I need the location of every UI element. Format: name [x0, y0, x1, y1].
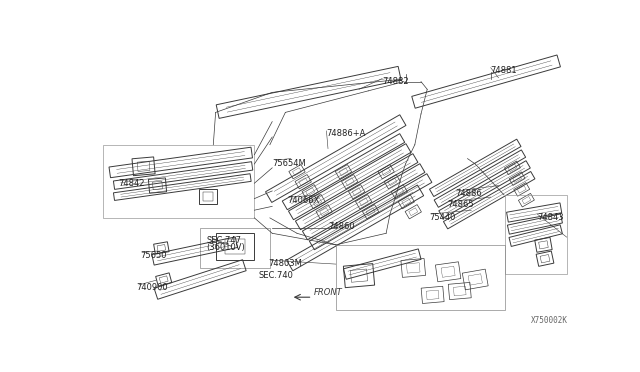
Text: 75650: 75650: [140, 251, 167, 260]
Text: SEC.747: SEC.747: [206, 235, 241, 245]
Text: 74860: 74860: [329, 222, 355, 231]
Text: 74843: 74843: [537, 212, 564, 221]
Text: 74842: 74842: [119, 179, 145, 187]
Text: 75440: 75440: [429, 212, 456, 221]
Text: 740900: 740900: [136, 283, 168, 292]
Text: 74882: 74882: [382, 77, 409, 86]
Text: 74865: 74865: [447, 200, 474, 209]
Text: 74066X: 74066X: [287, 196, 319, 205]
Text: FRONT: FRONT: [314, 288, 343, 297]
Text: 74881: 74881: [491, 66, 517, 75]
Text: X750002K: X750002K: [531, 316, 568, 325]
Text: 74803M: 74803M: [268, 259, 302, 268]
Text: SEC.740: SEC.740: [259, 271, 293, 280]
Text: 74886+A: 74886+A: [326, 129, 366, 138]
Text: (36010V): (36010V): [206, 243, 245, 252]
Text: 74886: 74886: [455, 189, 482, 198]
Text: 75654M: 75654M: [272, 158, 306, 168]
